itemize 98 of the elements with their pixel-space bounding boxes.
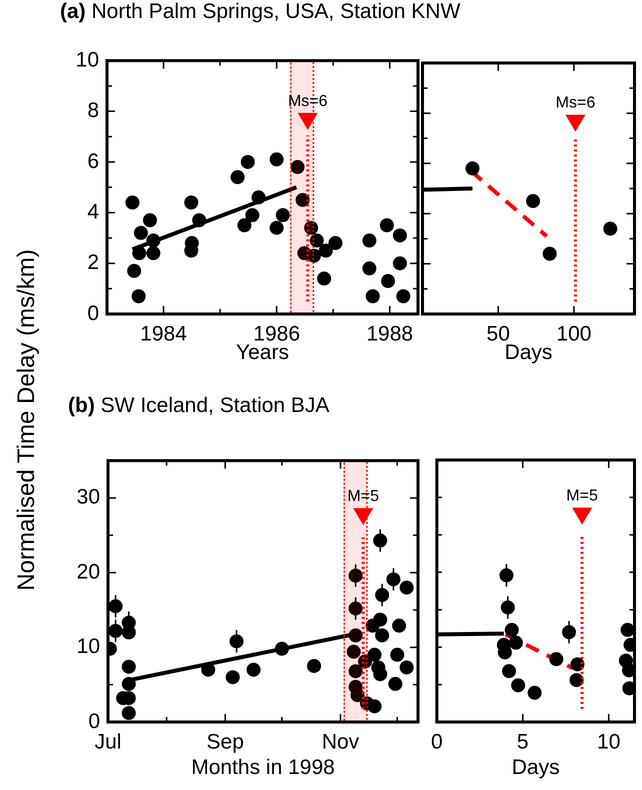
point [274,642,289,656]
point [298,112,318,130]
point [142,213,157,228]
chart-title: (a) North Palm Springs, USA, Station KNW [60,0,460,24]
point [132,289,146,304]
point [134,226,148,240]
point [549,652,564,666]
point [508,636,523,650]
point [465,161,480,176]
point [125,196,140,210]
point [184,196,198,210]
x-tick-label: 10 [597,730,620,754]
point [368,648,382,662]
point [570,673,584,688]
point [388,676,402,691]
point [542,246,557,261]
x-tick-label: Sep [206,730,244,754]
point [348,664,363,678]
point [270,220,284,235]
point [392,256,407,270]
chart-title: (b) SW Iceland, Station BJA [68,394,330,418]
point [362,234,376,248]
point [572,508,592,525]
x-tick-label: Jul [94,730,122,754]
point [122,676,136,691]
point [392,228,407,242]
point [502,664,516,678]
annotation: Ms=6 [288,92,328,110]
point [318,244,333,258]
point [570,657,584,672]
point [307,658,322,673]
point [270,152,284,166]
point [396,289,410,304]
point [296,192,310,207]
point [276,208,290,222]
y-tick-label: 6 [87,150,99,173]
point [348,628,363,642]
y-tick-label: 30 [76,486,100,509]
point [237,218,252,232]
point [373,612,388,627]
x-tick-label: 0 [430,730,443,754]
point [146,234,160,248]
point [528,686,542,700]
point [230,170,245,184]
point [511,678,526,692]
y-tick-label: 8 [87,99,99,122]
point [146,246,160,260]
point [390,648,404,662]
point [350,688,365,702]
point [504,622,519,637]
point [226,670,240,684]
point [353,508,374,526]
point [245,208,260,222]
y-tick-label: 10 [76,48,99,72]
point [620,622,634,637]
point [362,261,376,276]
point [366,289,380,304]
x-tick-label: Nov [322,730,360,754]
x-axis-title: Days [512,756,560,780]
point [400,660,414,674]
y-tick-label: 20 [76,560,100,584]
y-tick-label: 0 [88,710,100,733]
point [392,618,406,633]
point [400,580,414,595]
x-tick-label: 1988 [366,322,414,346]
y-tick-label: 4 [87,200,100,224]
point [381,274,396,288]
point [346,644,361,659]
y-tick-label: 2 [87,251,99,274]
x-tick-label: 5 [516,730,529,754]
x-tick-label: 100 [556,322,592,346]
y-tick-label: 0 [87,302,99,325]
point [252,190,266,204]
point [375,628,390,642]
x-axis-title: Months in 1998 [191,756,335,780]
point [317,272,332,286]
point [192,213,206,228]
point [122,660,136,674]
point [127,264,142,278]
point [246,662,261,677]
point [122,706,136,720]
y-axis-title: Normalised Time Delay (ms/km) [13,249,41,591]
point [310,234,324,248]
point [565,114,586,132]
point [603,222,618,236]
y-tick-label: 10 [76,635,100,658]
point [373,667,388,682]
annotation: M=5 [566,488,598,505]
point [240,154,255,169]
point [380,218,394,232]
point [290,160,305,174]
point [328,236,342,250]
point [526,194,540,208]
x-tick-label: 1984 [140,322,188,346]
point [132,246,146,260]
annotation: M=5 [347,488,380,506]
annotation: Ms=6 [556,94,596,112]
point [368,699,382,714]
